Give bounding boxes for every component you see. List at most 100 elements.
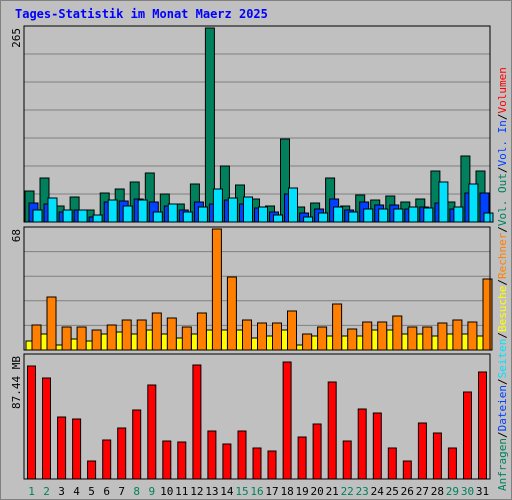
bar-volumen-day-15 xyxy=(237,430,247,480)
legend-item: / xyxy=(496,113,509,120)
bar-volumen-day-2 xyxy=(42,377,51,480)
bar-rechner-day-1 xyxy=(31,324,42,351)
bar-seiten-day-14 xyxy=(227,197,238,223)
bar-rechner-day-11 xyxy=(181,326,192,351)
bar-volumen-day-16 xyxy=(252,447,262,480)
x-tick-label-day-14: 14 xyxy=(220,485,234,498)
legend-item: / xyxy=(496,166,509,173)
x-tick-label-day-23: 23 xyxy=(356,485,369,498)
bar-rechner-day-18 xyxy=(287,310,297,351)
x-tick-label-day-29: 29 xyxy=(446,485,459,498)
x-tick-label-day-10: 10 xyxy=(160,485,173,498)
bar-seiten-day-26 xyxy=(408,206,419,223)
bar-volumen-day-18 xyxy=(282,361,292,480)
bar-seiten-day-27 xyxy=(423,207,434,223)
bar-volumen-day-4 xyxy=(72,418,82,480)
legend-item: / xyxy=(496,226,509,233)
legend-item: / xyxy=(496,332,509,339)
x-tick-label-day-26: 26 xyxy=(401,485,414,498)
x-tick-label-day-30: 30 xyxy=(461,485,474,498)
legend-item: Besuche xyxy=(496,286,509,332)
bar-rechner-day-31 xyxy=(482,278,493,351)
y-axis-max-label-bottom: 87.44 MB xyxy=(10,356,23,409)
bar-volumen-day-9 xyxy=(147,384,157,480)
bar-rechner-day-27 xyxy=(422,326,433,351)
x-tick-label-day-1: 1 xyxy=(28,485,35,498)
bar-rechner-day-22 xyxy=(347,328,358,351)
legend-item: / xyxy=(496,378,509,385)
bar-volumen-day-19 xyxy=(297,436,307,480)
bar-volumen-day-7 xyxy=(117,427,127,480)
bar-rechner-day-30 xyxy=(467,321,478,351)
chart-title: Tages-Statistik im Monat Maerz 2025 xyxy=(15,7,268,21)
bar-seiten-day-15 xyxy=(243,196,253,223)
bar-volumen-day-31 xyxy=(478,371,487,480)
bar-rechner-day-14 xyxy=(226,276,237,351)
bar-volumen-day-21 xyxy=(327,381,337,480)
bar-seiten-day-18 xyxy=(288,187,298,223)
bar-volumen-day-14 xyxy=(222,443,232,480)
x-tick-label-day-31: 31 xyxy=(476,485,489,498)
bar-seiten-day-25 xyxy=(393,208,404,223)
plot-border-middle xyxy=(23,226,491,351)
bar-rechner-day-7 xyxy=(121,319,132,351)
x-tick-label-day-15: 15 xyxy=(235,485,248,498)
plot-border-top xyxy=(23,25,491,223)
legend-item: / xyxy=(496,279,509,286)
bar-rechner-day-6 xyxy=(106,324,117,351)
legend-item: Vol. Out xyxy=(496,173,509,226)
bar-seiten-day-2 xyxy=(47,197,58,223)
bar-seiten-day-31 xyxy=(483,212,494,223)
plot-border-bottom xyxy=(23,353,491,480)
bar-seiten-day-5 xyxy=(92,214,103,223)
x-tick-label-day-17: 17 xyxy=(265,485,278,498)
bar-seiten-day-17 xyxy=(273,214,283,223)
bar-seiten-day-22 xyxy=(348,211,359,223)
bar-rechner-day-16 xyxy=(257,322,267,351)
bar-volumen-day-22 xyxy=(342,440,352,480)
bar-volumen-day-3 xyxy=(57,416,67,480)
bar-seiten-day-6 xyxy=(107,199,118,223)
x-tick-label-day-24: 24 xyxy=(371,485,385,498)
y-axis-max-label-middle: 68 xyxy=(10,229,23,242)
bar-rechner-day-26 xyxy=(407,326,418,351)
bar-volumen-day-8 xyxy=(132,409,142,480)
bar-volumen-day-20 xyxy=(312,423,322,480)
bar-seiten-day-16 xyxy=(258,206,268,223)
x-tick-label-day-19: 19 xyxy=(295,485,308,498)
x-tick-label-day-6: 6 xyxy=(103,485,110,498)
x-tick-label-day-12: 12 xyxy=(190,485,203,498)
bar-seiten-day-28 xyxy=(438,181,449,223)
bar-volumen-day-27 xyxy=(417,422,427,480)
bar-volumen-day-12 xyxy=(192,364,202,480)
bar-seiten-day-20 xyxy=(318,212,329,223)
x-tick-label-day-20: 20 xyxy=(310,485,323,498)
bar-seiten-day-8 xyxy=(137,199,148,223)
bar-rechner-day-9 xyxy=(151,312,162,351)
bar-rechner-day-3 xyxy=(61,326,72,351)
bar-rechner-day-21 xyxy=(332,303,343,351)
bar-rechner-day-15 xyxy=(242,319,252,351)
legend-item: Vol. In xyxy=(496,120,509,166)
x-tick-label-day-28: 28 xyxy=(431,485,444,498)
legend: Anfragen/Dateien/Seiten/Besuche/Rechner/… xyxy=(496,67,509,491)
x-tick-label-day-3: 3 xyxy=(58,485,65,498)
plot-area-top xyxy=(24,26,490,222)
bar-rechner-day-10 xyxy=(166,317,177,351)
bar-rechner-day-4 xyxy=(76,326,87,351)
x-tick-label-day-4: 4 xyxy=(73,485,80,498)
x-tick-label-day-21: 21 xyxy=(326,485,339,498)
x-tick-label-day-8: 8 xyxy=(133,485,140,498)
bar-rechner-day-25 xyxy=(392,315,403,351)
bar-seiten-day-10 xyxy=(167,203,178,223)
legend-item: Rechner xyxy=(496,232,509,279)
bar-rechner-day-5 xyxy=(91,329,102,351)
bar-seiten-day-3 xyxy=(62,209,73,223)
bar-seiten-day-12 xyxy=(197,206,208,223)
bar-volumen-day-25 xyxy=(387,447,397,480)
legend-item: Anfragen xyxy=(496,438,509,491)
bar-volumen-day-17 xyxy=(267,450,277,480)
